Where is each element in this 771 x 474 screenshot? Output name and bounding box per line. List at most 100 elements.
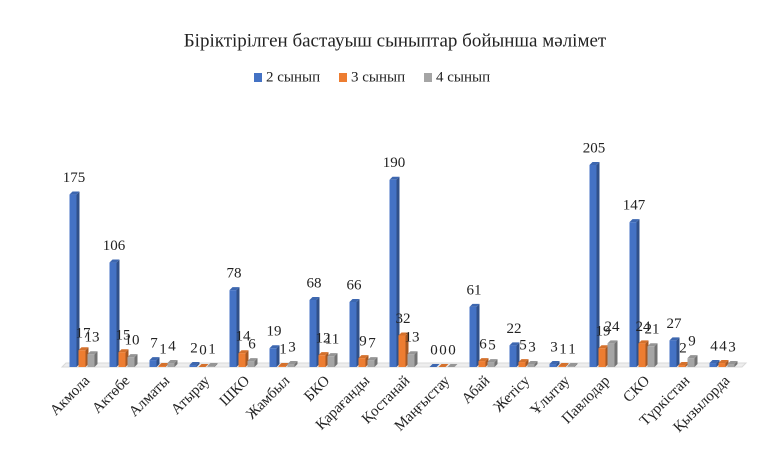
bar-front	[389, 179, 397, 367]
value-label: 2	[190, 340, 198, 356]
value-label: 78	[227, 266, 242, 282]
bar-top	[398, 332, 409, 336]
bar-front	[109, 262, 117, 367]
bar-top	[118, 349, 129, 353]
value-label: 7	[368, 336, 376, 352]
bar-front	[727, 364, 735, 367]
bar	[727, 361, 738, 367]
bar-front	[527, 364, 535, 367]
value-label: 205	[583, 140, 606, 156]
bar	[407, 351, 418, 367]
bar	[69, 191, 80, 367]
bar	[709, 360, 720, 367]
value-label: 4	[168, 338, 176, 354]
bar-front	[669, 340, 677, 367]
bar-front	[118, 352, 126, 367]
bar	[629, 219, 640, 367]
bar-top	[229, 287, 240, 291]
bar-top	[109, 259, 120, 263]
bar-top	[727, 361, 738, 365]
value-label: 4	[710, 338, 718, 354]
value-label: 1	[559, 341, 567, 357]
legend-swatch	[339, 73, 347, 82]
bar-side	[565, 363, 569, 367]
bar	[447, 364, 458, 367]
bar-side	[236, 287, 240, 367]
bar	[318, 352, 329, 367]
value-label: 14	[236, 329, 252, 345]
bar	[509, 342, 520, 367]
value-label: 19	[596, 324, 611, 340]
value-label: 10	[125, 333, 140, 349]
bar-side	[614, 340, 618, 367]
value-label: 17	[76, 326, 92, 342]
bar-side	[396, 176, 400, 367]
bar-front	[687, 358, 695, 367]
bar-side	[174, 360, 178, 367]
bar-front	[629, 222, 637, 367]
bar-side	[414, 351, 418, 367]
bar-front	[509, 345, 517, 367]
bar-top	[567, 363, 578, 367]
bar-front	[318, 355, 326, 367]
bar-side	[94, 351, 98, 367]
value-label: 21	[645, 322, 660, 338]
bar-front	[287, 364, 295, 367]
bar	[327, 353, 338, 367]
bar	[149, 357, 160, 367]
bar-top	[527, 361, 538, 365]
value-label: 106	[103, 238, 126, 254]
bar-front	[478, 361, 486, 367]
bar	[647, 343, 658, 367]
value-label: 5	[519, 338, 527, 354]
value-label: 32	[396, 311, 411, 327]
x-tick-label: Атырау	[168, 373, 213, 418]
bar-side	[374, 357, 378, 367]
bar	[309, 296, 320, 367]
bar	[198, 364, 209, 367]
bar-top	[629, 219, 640, 223]
bar-front	[327, 356, 335, 367]
value-label: 11	[325, 332, 339, 348]
bar-top	[269, 345, 280, 349]
bar-front	[647, 346, 655, 367]
bar-front	[167, 363, 175, 367]
bar-top	[709, 360, 720, 364]
bar-side	[476, 303, 480, 367]
bar	[518, 359, 529, 367]
bar	[358, 355, 369, 367]
bar	[429, 364, 440, 367]
bar-side	[556, 361, 560, 367]
value-label: 1	[568, 341, 576, 357]
bar	[718, 360, 729, 367]
value-label: 1	[208, 341, 216, 357]
bar-side	[156, 357, 160, 367]
bar-side	[196, 362, 200, 367]
value-label: 66	[347, 277, 363, 293]
bar-front	[87, 354, 95, 367]
bar-top	[638, 340, 649, 344]
bar-top	[509, 342, 520, 346]
bar-front	[469, 306, 477, 367]
bar-top	[438, 364, 449, 367]
bar-front	[207, 366, 215, 367]
bar-side	[525, 359, 529, 367]
bar	[549, 361, 560, 367]
bar-top	[558, 363, 569, 367]
bar-top	[367, 357, 378, 361]
bar-side	[116, 259, 120, 367]
x-tick-label: Алматы	[126, 373, 173, 420]
bar-top	[167, 360, 178, 364]
bar-front	[78, 350, 86, 367]
bar-side	[334, 353, 338, 367]
bar-front	[549, 364, 557, 367]
bar	[589, 162, 600, 367]
bar-side	[716, 360, 720, 367]
x-tick-label: Жетісу	[491, 373, 534, 416]
value-label: 4	[719, 338, 727, 354]
bar-side	[316, 296, 320, 367]
bar-top	[127, 354, 138, 358]
value-label: 15	[116, 328, 131, 344]
bar-side	[676, 337, 680, 367]
bar	[598, 345, 609, 367]
